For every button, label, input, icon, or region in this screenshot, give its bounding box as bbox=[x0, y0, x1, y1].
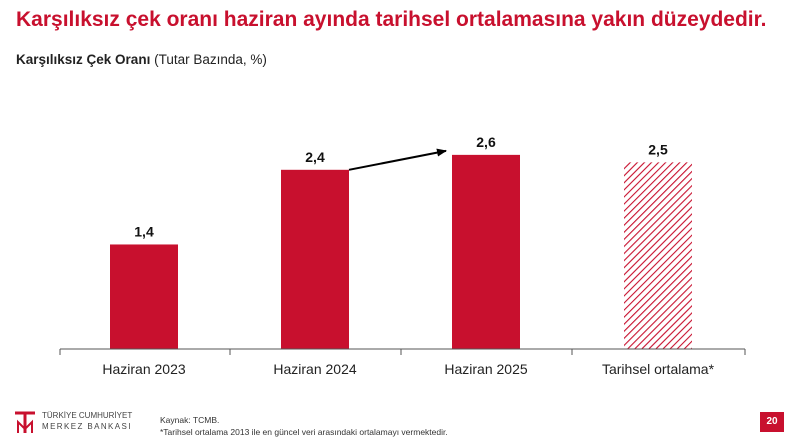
source-note: Kaynak: TCMB. bbox=[160, 415, 220, 425]
chart-subtitle-bold: Karşılıksız Çek Oranı bbox=[16, 52, 151, 67]
slide-title: Karşılıksız çek oranı haziran ayında tar… bbox=[16, 8, 767, 31]
bar-chart: 1,4 Haziran 2023 2,4 Haziran 2024 2,6 Haziran… bbox=[59, 134, 746, 377]
increase-arrow bbox=[348, 148, 447, 171]
category-label-4: Tarihsel ortalama* bbox=[602, 361, 715, 377]
chart-subtitle-unit: (Tutar Bazında, %) bbox=[150, 52, 267, 67]
logo-line-2: MERKEZ BANKASI bbox=[42, 422, 132, 431]
chart-subtitle: Karşılıksız Çek Oranı (Tutar Bazında, %) bbox=[16, 52, 267, 67]
category-label-1: Haziran 2023 bbox=[102, 361, 185, 377]
tcmb-emblem-icon bbox=[15, 411, 35, 433]
bar-1 bbox=[110, 244, 178, 349]
value-label-1: 1,4 bbox=[134, 223, 154, 239]
logo-line-1: TÜRKİYE CUMHURİYET bbox=[42, 411, 133, 420]
footer-notes: Kaynak: TCMB. *Tarihsel ortalama 2013 il… bbox=[160, 414, 448, 438]
value-label-4: 2,5 bbox=[648, 141, 668, 157]
logo-text: TÜRKİYE CUMHURİYET MERKEZ BANKASI bbox=[42, 410, 132, 432]
category-label-3: Haziran 2025 bbox=[444, 361, 527, 377]
footnote: *Tarihsel ortalama 2013 ile en güncel ve… bbox=[160, 427, 448, 437]
bar-4 bbox=[624, 162, 692, 349]
category-label-2: Haziran 2024 bbox=[273, 361, 356, 377]
bar-2 bbox=[281, 169, 349, 349]
bar-3 bbox=[452, 154, 520, 349]
tcmb-logo: TÜRKİYE CUMHURİYET MERKEZ BANKASI bbox=[12, 409, 152, 437]
value-label-2: 2,4 bbox=[305, 149, 325, 165]
value-label-3: 2,6 bbox=[476, 134, 496, 150]
page-number-badge: 20 bbox=[760, 412, 784, 432]
